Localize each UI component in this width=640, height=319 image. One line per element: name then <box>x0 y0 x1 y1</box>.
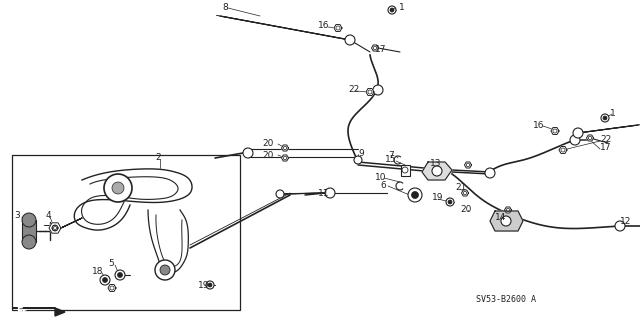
Text: 18: 18 <box>92 268 104 277</box>
Polygon shape <box>108 285 116 292</box>
Text: 8: 8 <box>222 4 228 12</box>
Polygon shape <box>461 190 468 196</box>
Circle shape <box>485 168 495 178</box>
Text: SV53-B2600 A: SV53-B2600 A <box>476 295 536 304</box>
Text: 21: 21 <box>455 183 467 192</box>
Polygon shape <box>52 226 58 231</box>
Circle shape <box>118 272 122 278</box>
Circle shape <box>208 283 212 287</box>
Circle shape <box>22 213 36 227</box>
Text: 2: 2 <box>155 153 161 162</box>
Text: 3: 3 <box>14 211 20 220</box>
Polygon shape <box>504 207 511 213</box>
Text: 17: 17 <box>375 46 387 55</box>
Text: 22: 22 <box>600 136 611 145</box>
Text: 1: 1 <box>399 4 404 12</box>
Circle shape <box>448 200 452 204</box>
Circle shape <box>115 270 125 280</box>
Text: 7: 7 <box>388 151 394 160</box>
Circle shape <box>373 85 383 95</box>
Text: 5: 5 <box>108 259 114 269</box>
Text: 12: 12 <box>620 218 632 226</box>
Circle shape <box>104 174 132 202</box>
Circle shape <box>100 275 110 285</box>
Polygon shape <box>13 308 65 316</box>
Text: 15: 15 <box>385 155 397 165</box>
Text: 16: 16 <box>533 121 545 130</box>
Circle shape <box>325 188 335 198</box>
Polygon shape <box>559 146 567 153</box>
Circle shape <box>390 8 394 12</box>
Polygon shape <box>490 211 523 231</box>
Text: 22: 22 <box>348 85 359 94</box>
Bar <box>12 155 240 310</box>
Polygon shape <box>586 135 593 141</box>
Circle shape <box>388 6 396 14</box>
Circle shape <box>276 190 284 198</box>
Text: 20: 20 <box>460 205 472 214</box>
Circle shape <box>501 216 511 226</box>
Circle shape <box>412 191 419 198</box>
Circle shape <box>446 198 454 206</box>
Text: 1: 1 <box>610 108 616 117</box>
Circle shape <box>354 156 362 164</box>
Circle shape <box>603 116 607 120</box>
Circle shape <box>570 135 580 145</box>
Polygon shape <box>334 25 342 32</box>
Polygon shape <box>371 45 378 51</box>
Polygon shape <box>282 155 289 161</box>
Circle shape <box>160 265 170 275</box>
Text: Fr.: Fr. <box>16 307 29 317</box>
Circle shape <box>206 281 214 289</box>
Polygon shape <box>282 145 289 151</box>
Text: 20: 20 <box>262 138 273 147</box>
Text: 17: 17 <box>600 144 611 152</box>
Polygon shape <box>366 89 374 95</box>
Circle shape <box>615 221 625 231</box>
Text: 16: 16 <box>318 21 330 31</box>
Text: 4: 4 <box>46 211 52 220</box>
Polygon shape <box>465 162 472 168</box>
Circle shape <box>22 235 36 249</box>
Polygon shape <box>551 128 559 135</box>
Text: 13: 13 <box>430 159 442 167</box>
Circle shape <box>432 166 442 176</box>
Text: 10: 10 <box>375 173 387 182</box>
Text: 9: 9 <box>358 149 364 158</box>
Text: 14: 14 <box>495 213 506 222</box>
Circle shape <box>112 182 124 194</box>
Circle shape <box>402 167 408 173</box>
Circle shape <box>102 278 108 283</box>
Text: 11: 11 <box>318 189 330 197</box>
Bar <box>22 220 36 242</box>
Text: 19: 19 <box>432 194 444 203</box>
Circle shape <box>243 148 253 158</box>
Polygon shape <box>422 162 452 180</box>
Text: 19: 19 <box>198 280 209 290</box>
Circle shape <box>155 260 175 280</box>
Polygon shape <box>49 223 61 233</box>
Text: 6: 6 <box>380 181 386 189</box>
Bar <box>401 165 410 175</box>
Text: 20: 20 <box>262 151 273 160</box>
Circle shape <box>408 188 422 202</box>
Circle shape <box>573 128 583 138</box>
Circle shape <box>601 114 609 122</box>
Circle shape <box>345 35 355 45</box>
